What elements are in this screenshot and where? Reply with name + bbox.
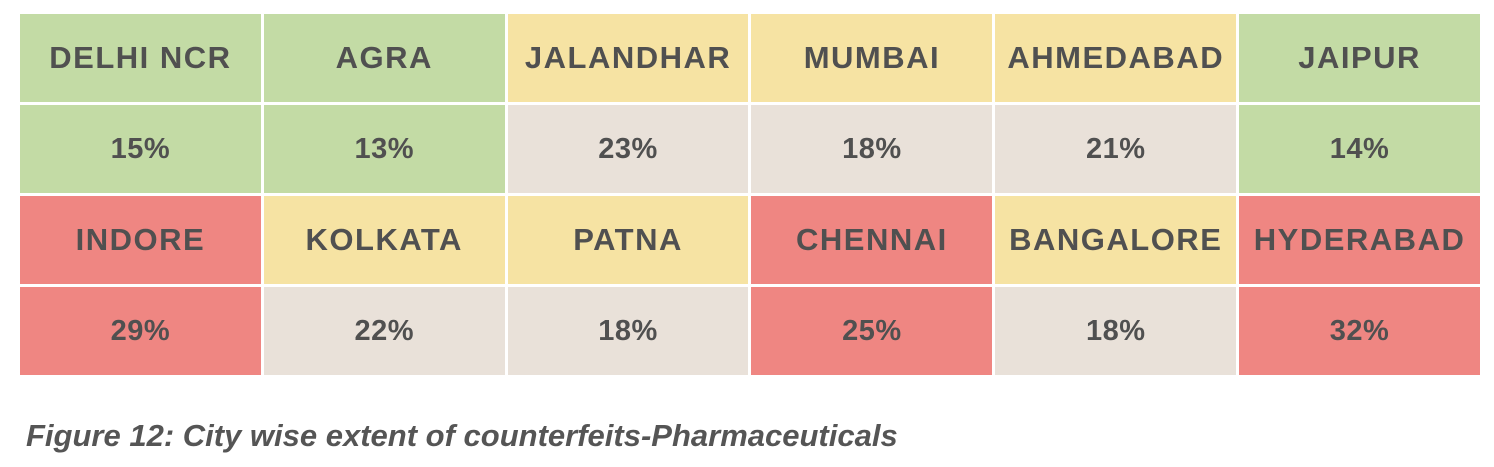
- city-value-cell: 18%: [751, 105, 993, 193]
- city-value-cell: 21%: [995, 105, 1237, 193]
- city-name-cell: INDORE: [20, 196, 261, 284]
- city-value-cell: 22%: [263, 287, 505, 375]
- figure-caption: Figure 12: City wise extent of counterfe…: [26, 418, 898, 453]
- city-value-cell: 14%: [1239, 105, 1480, 193]
- city-value-cell: 32%: [1239, 287, 1480, 375]
- city-name-cell: DELHI NCR: [20, 14, 261, 102]
- city-value-cell: 23%: [507, 105, 749, 193]
- city-value-cell: 18%: [507, 287, 749, 375]
- city-name-cell: AHMEDABAD: [995, 14, 1237, 102]
- city-name-cell: JAIPUR: [1239, 14, 1480, 102]
- city-name-cell: HYDERABAD: [1239, 196, 1480, 284]
- city-counterfeit-table: DELHI NCR AGRA JALANDHAR MUMBAI AHMEDABAD JAI…: [20, 14, 1480, 376]
- city-value-cell: 13%: [263, 105, 505, 193]
- city-name-cell: CHENNAI: [751, 196, 993, 284]
- city-value-cell: 18%: [995, 287, 1237, 375]
- city-value-cell: 29%: [20, 287, 261, 375]
- city-name-cell: BANGALORE: [995, 196, 1237, 284]
- city-name-cell: PATNA: [507, 196, 749, 284]
- city-name-cell: JALANDHAR: [507, 14, 749, 102]
- city-value-cell: 25%: [751, 287, 993, 375]
- city-name-cell: KOLKATA: [263, 196, 505, 284]
- city-name-cell: AGRA: [263, 14, 505, 102]
- city-value-cell: 15%: [20, 105, 261, 193]
- city-name-cell: MUMBAI: [751, 14, 993, 102]
